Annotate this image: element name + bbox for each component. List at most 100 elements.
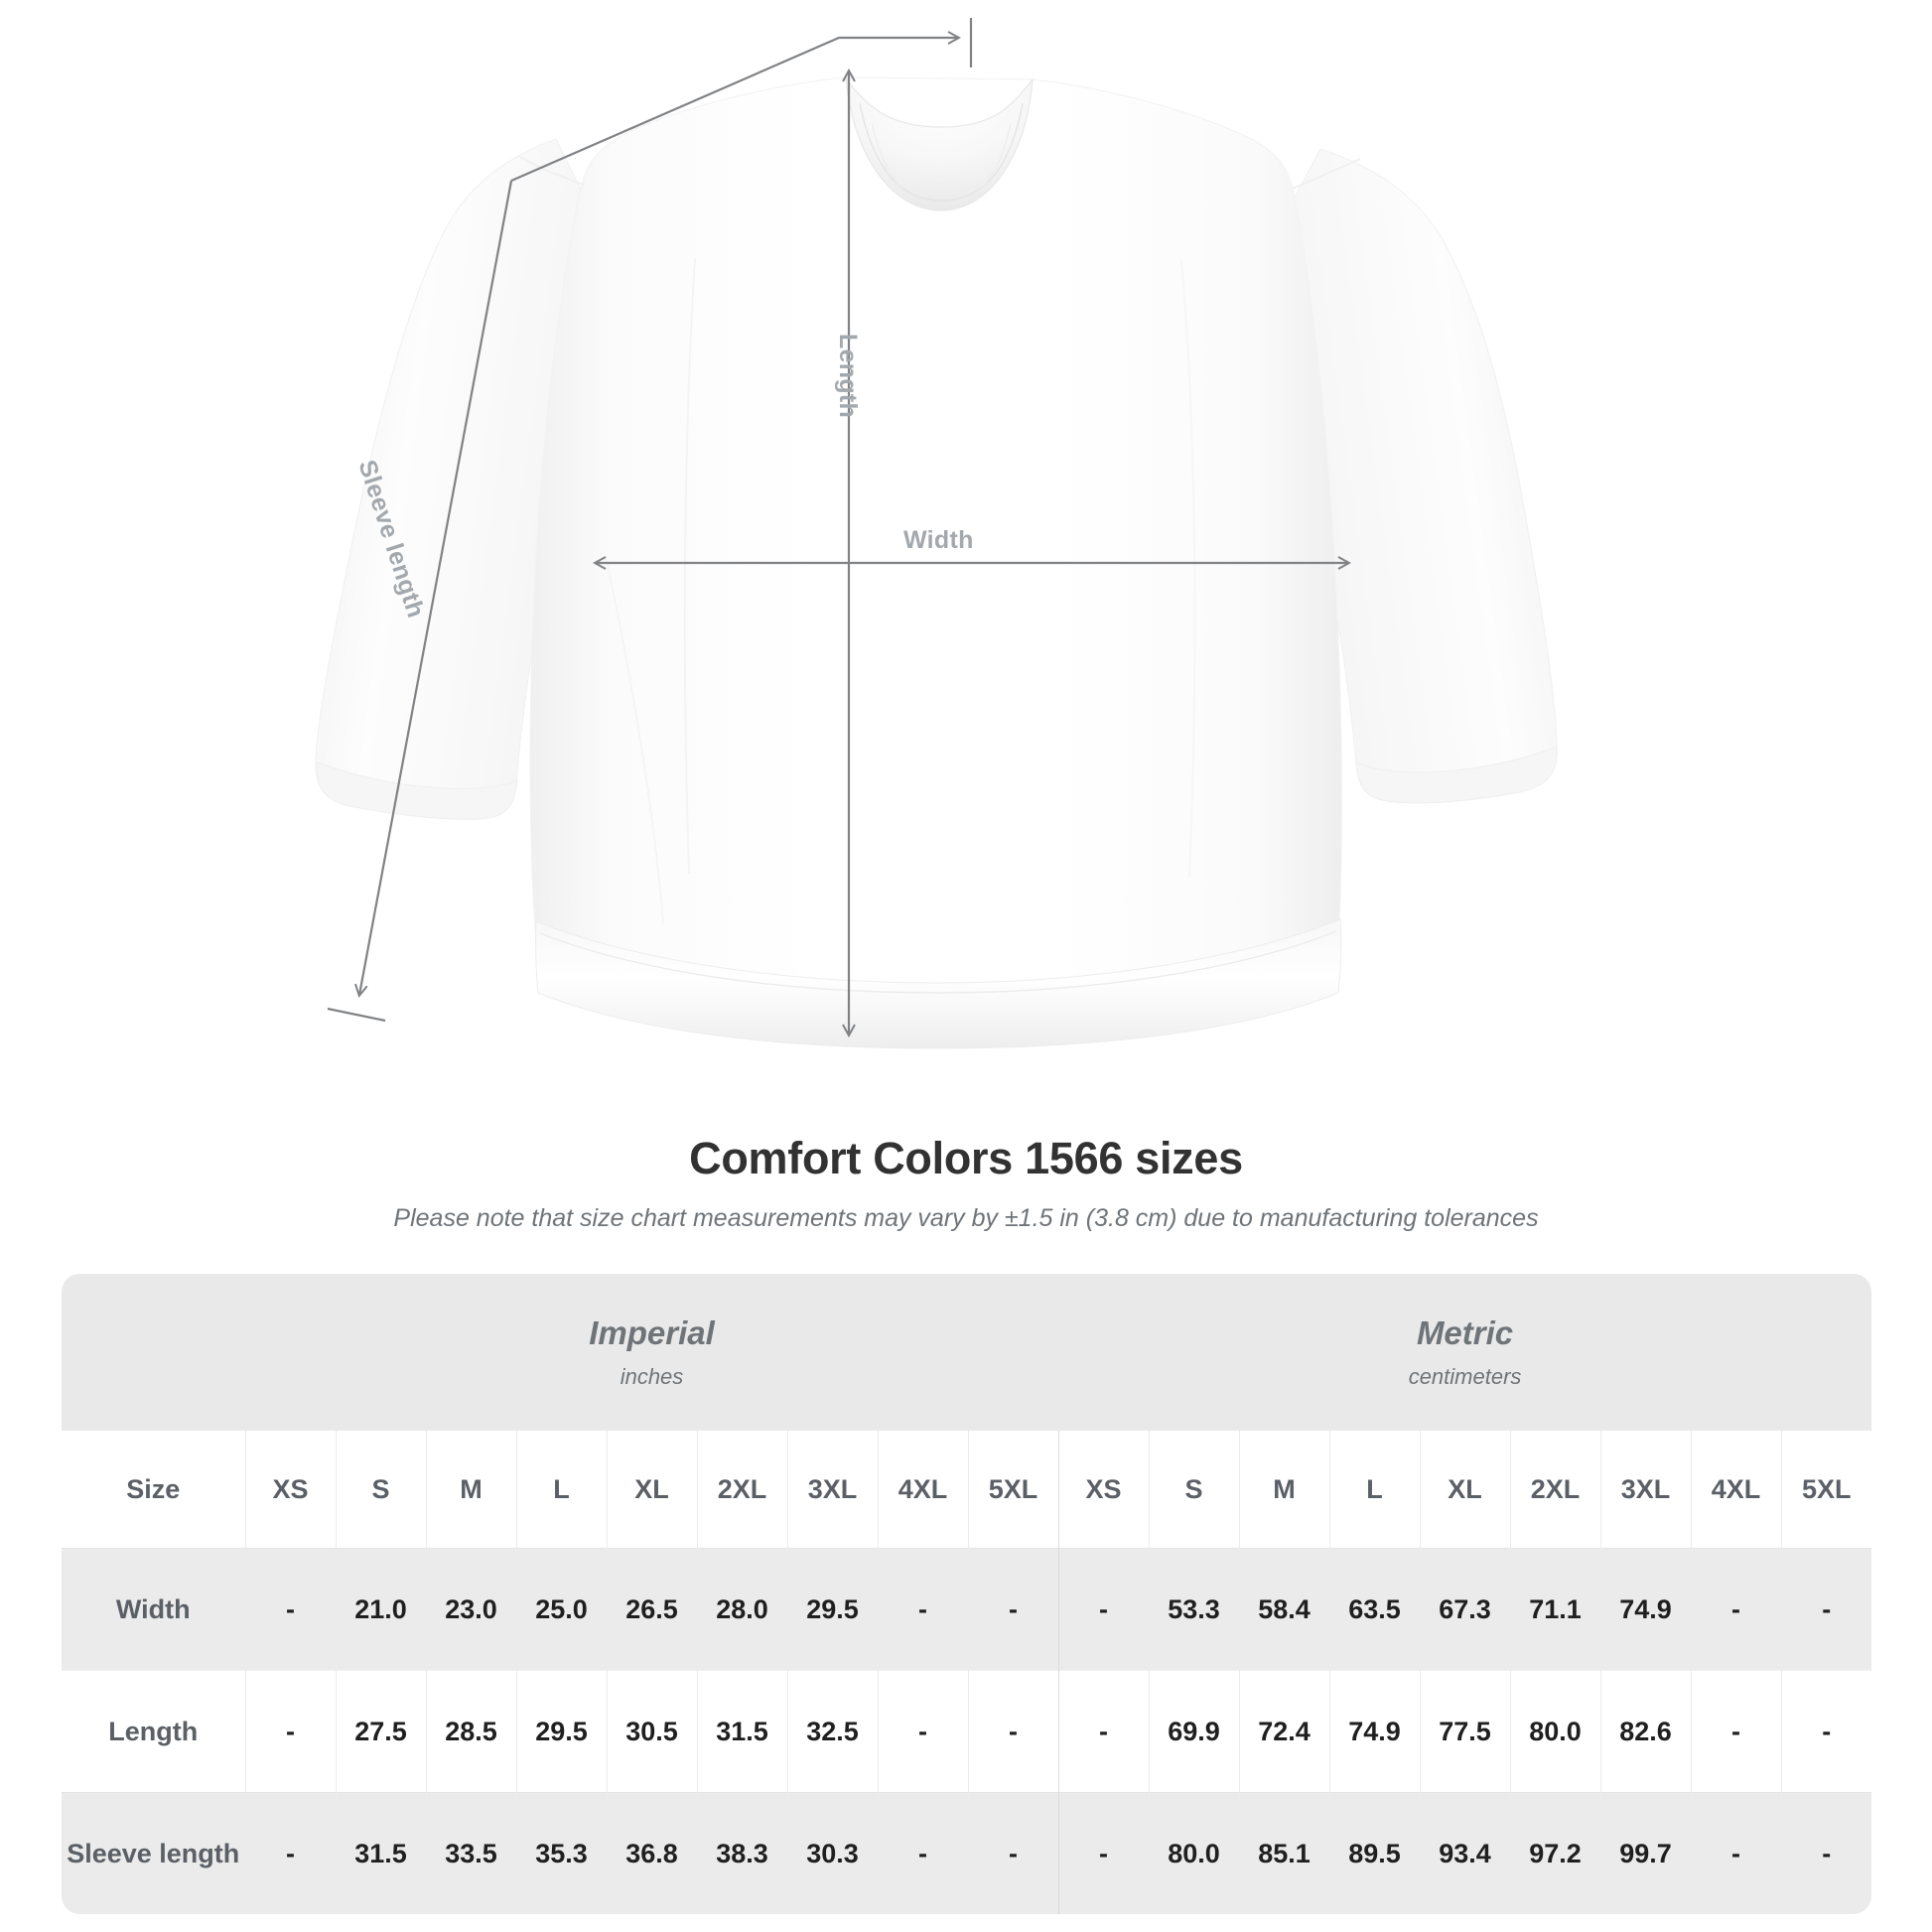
cell-length-metric-xl: 77.5 — [1419, 1670, 1510, 1793]
cell-width-imperial-4xl: - — [877, 1548, 968, 1671]
metric-unit-name: Metric — [1416, 1314, 1514, 1352]
cell-sleeve-length-imperial-3xl: 30.3 — [786, 1792, 878, 1914]
cell-length-metric-2xl: 80.0 — [1509, 1670, 1600, 1793]
size-header-metric-m: M — [1238, 1431, 1329, 1549]
fold-3 — [605, 555, 664, 924]
cell-length-metric-5xl: - — [1780, 1670, 1872, 1793]
size-header-imperial-l: L — [515, 1431, 607, 1549]
row-label-sleeve-length: Sleeve length — [62, 1792, 245, 1914]
table-row: Length -27.5 28.5 29.5 30.5 31.5 32.5- - -69.9 72… — [62, 1670, 1872, 1793]
hem-seam — [539, 930, 1337, 994]
cell-width-metric-s: 53.3 — [1148, 1548, 1239, 1671]
left-cuff — [317, 761, 518, 820]
hem-band — [535, 918, 1342, 1049]
collar-inner-seam — [859, 102, 1024, 202]
sleeve-bottom-tick — [327, 1007, 386, 1023]
fold-1 — [683, 257, 696, 875]
size-header-row: Size XS S M L XL 2XL 3XL 4XL 5XL XS S M L XL 2XL 3XL 4XL 5… — [62, 1431, 1872, 1549]
cell-sleeve-length-imperial-4xl: - — [877, 1792, 968, 1914]
cell-width-metric-xl: 67.3 — [1419, 1548, 1510, 1671]
cell-width-metric-l: 63.5 — [1328, 1548, 1420, 1671]
measurement-lines — [327, 18, 1348, 1035]
cell-width-imperial-5xl: - — [967, 1548, 1058, 1671]
size-chart-table: Imperial inches Metric centimeters Size X… — [62, 1274, 1872, 1914]
fold-2 — [1180, 259, 1196, 879]
cell-length-metric-4xl: - — [1690, 1670, 1781, 1793]
cell-width-metric-4xl: - — [1690, 1548, 1781, 1671]
size-header-imperial-xs: XS — [244, 1431, 336, 1549]
unit-system-header-row: Imperial inches Metric centimeters — [62, 1274, 1872, 1431]
page-title: Comfort Colors 1566 sizes — [689, 1133, 1243, 1183]
size-header-metric-xs: XS — [1057, 1431, 1149, 1549]
size-header-metric-s: S — [1148, 1431, 1239, 1549]
size-header-metric-l: L — [1328, 1431, 1420, 1549]
cell-sleeve-length-metric-5xl: - — [1780, 1792, 1872, 1914]
cell-width-imperial-3xl: 29.5 — [786, 1548, 878, 1671]
cell-length-imperial-s: 27.5 — [335, 1670, 426, 1793]
cell-sleeve-length-imperial-m: 33.5 — [425, 1792, 516, 1914]
cell-sleeve-length-metric-l: 89.5 — [1328, 1792, 1420, 1914]
cell-width-metric-xs: - — [1057, 1548, 1149, 1671]
cell-sleeve-length-metric-m: 85.1 — [1238, 1792, 1329, 1914]
cell-sleeve-length-metric-s: 80.0 — [1148, 1792, 1239, 1914]
cell-sleeve-length-imperial-5xl: - — [967, 1792, 1058, 1914]
cell-length-imperial-xs: - — [244, 1670, 336, 1793]
cell-length-metric-m: 72.4 — [1238, 1670, 1329, 1793]
length-measurement-label: Length — [834, 334, 862, 419]
table-row: Sleeve length -31.5 33.5 35.3 36.8 38.3 30.3- -… — [62, 1792, 1872, 1914]
cell-width-metric-2xl: 71.1 — [1509, 1548, 1600, 1671]
size-row-label: Size — [62, 1431, 245, 1549]
metric-unit-sub: centimeters — [1408, 1364, 1522, 1390]
cell-length-imperial-xl: 30.5 — [606, 1670, 697, 1793]
imperial-unit-name: Imperial — [589, 1314, 715, 1352]
cell-width-metric-m: 58.4 — [1238, 1548, 1329, 1671]
row-label-length: Length — [62, 1670, 245, 1793]
size-header-imperial-s: S — [335, 1431, 426, 1549]
metric-unit-cell: Metric centimeters — [1058, 1274, 1872, 1431]
size-header-metric-xl: XL — [1419, 1431, 1510, 1549]
table-row: Width -21.0 23.0 25.0 26.5 28.0 29.5- - -53.3 58.… — [62, 1548, 1872, 1671]
cell-width-imperial-l: 25.0 — [515, 1548, 607, 1671]
size-header-metric-3xl: 3XL — [1599, 1431, 1691, 1549]
cell-sleeve-length-metric-4xl: - — [1690, 1792, 1781, 1914]
chart-heading-block: Comfort Colors 1566 sizes Please note th… — [0, 1132, 1932, 1234]
size-header-imperial-5xl: 5XL — [967, 1431, 1058, 1549]
cell-sleeve-length-imperial-2xl: 38.3 — [696, 1792, 787, 1914]
cell-width-imperial-m: 23.0 — [425, 1548, 516, 1671]
cell-length-imperial-2xl: 31.5 — [696, 1670, 787, 1793]
width-measurement-label: Width — [903, 526, 974, 554]
size-header-metric-4xl: 4XL — [1690, 1431, 1781, 1549]
garment-illustration-panel: Length Width Sleeve length — [315, 18, 1558, 1049]
cell-width-imperial-xl: 26.5 — [606, 1548, 697, 1671]
page-subtitle: Please note that size chart measurements… — [393, 1204, 1539, 1232]
size-chart-table-wrapper: Imperial inches Metric centimeters Size X… — [62, 1274, 1872, 1914]
cell-length-metric-xs: - — [1057, 1670, 1149, 1793]
cell-length-metric-l: 74.9 — [1328, 1670, 1420, 1793]
cell-sleeve-length-imperial-xl: 36.8 — [606, 1792, 697, 1914]
sleeve-top-leader — [510, 38, 958, 183]
cell-length-metric-s: 69.9 — [1148, 1670, 1239, 1793]
cell-sleeve-length-imperial-xs: - — [244, 1792, 336, 1914]
cell-length-imperial-4xl: - — [877, 1670, 968, 1793]
size-header-imperial-m: M — [425, 1431, 516, 1549]
cell-width-metric-3xl: 74.9 — [1599, 1548, 1691, 1671]
cell-sleeve-length-metric-xs: - — [1057, 1792, 1149, 1914]
row-label-width: Width — [62, 1548, 245, 1671]
cell-width-metric-5xl: - — [1780, 1548, 1872, 1671]
right-shoulder-seam — [1292, 158, 1361, 190]
cell-sleeve-length-imperial-s: 31.5 — [335, 1792, 426, 1914]
cell-sleeve-length-metric-2xl: 97.2 — [1509, 1792, 1600, 1914]
size-header-imperial-xl: XL — [606, 1431, 697, 1549]
size-header-metric-5xl: 5XL — [1780, 1431, 1872, 1549]
imperial-unit-sub: inches — [620, 1364, 684, 1390]
right-cuff — [1355, 746, 1558, 804]
cell-length-imperial-3xl: 32.5 — [786, 1670, 878, 1793]
left-shoulder-seam — [519, 156, 585, 186]
cell-length-metric-3xl: 82.6 — [1599, 1670, 1691, 1793]
cell-length-imperial-m: 28.5 — [425, 1670, 516, 1793]
unit-row-corner-cell — [62, 1274, 245, 1431]
size-header-imperial-2xl: 2XL — [696, 1431, 787, 1549]
size-header-imperial-4xl: 4XL — [877, 1431, 968, 1549]
imperial-unit-cell: Imperial inches — [245, 1274, 1058, 1431]
cell-sleeve-length-imperial-l: 35.3 — [515, 1792, 607, 1914]
